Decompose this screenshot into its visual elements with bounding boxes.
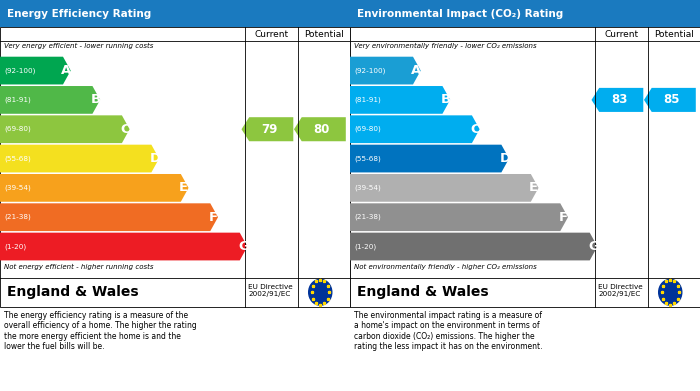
Text: 80: 80 [314, 123, 330, 136]
Text: Very environmentally friendly - lower CO₂ emissions: Very environmentally friendly - lower CO… [354, 43, 536, 49]
Polygon shape [0, 86, 100, 114]
Text: England & Wales: England & Wales [7, 285, 139, 299]
Text: C: C [470, 123, 480, 136]
Text: Environmental Impact (CO₂) Rating: Environmental Impact (CO₂) Rating [357, 9, 564, 19]
Bar [350, 27, 700, 307]
Polygon shape [592, 88, 643, 112]
Text: 83: 83 [611, 93, 627, 106]
Text: (92-100): (92-100) [354, 67, 386, 74]
Polygon shape [350, 174, 538, 202]
Text: (21-38): (21-38) [354, 214, 381, 221]
Text: EU Directive
2002/91/EC: EU Directive 2002/91/EC [248, 284, 293, 297]
Text: Very energy efficient - lower running costs: Very energy efficient - lower running co… [4, 43, 153, 49]
Bar [350, 0, 700, 27]
Text: G: G [588, 240, 599, 253]
Polygon shape [0, 233, 247, 260]
Polygon shape [350, 145, 509, 172]
Text: Potential: Potential [654, 30, 694, 39]
Text: (81-91): (81-91) [4, 97, 31, 103]
Text: (1-20): (1-20) [354, 243, 377, 250]
Text: The environmental impact rating is a measure of
a home's impact on the environme: The environmental impact rating is a mea… [354, 311, 542, 351]
Text: (39-54): (39-54) [4, 185, 31, 191]
Text: E: E [179, 181, 188, 194]
Text: The energy efficiency rating is a measure of the
overall efficiency of a home. T: The energy efficiency rating is a measur… [4, 311, 196, 351]
Text: 79: 79 [261, 123, 277, 136]
Circle shape [659, 279, 682, 305]
Text: Current: Current [254, 30, 288, 39]
Text: (55-68): (55-68) [354, 155, 381, 162]
Text: 85: 85 [663, 93, 680, 106]
Polygon shape [0, 115, 130, 143]
Text: B: B [441, 93, 451, 106]
Text: D: D [500, 152, 511, 165]
Circle shape [309, 279, 332, 305]
Polygon shape [350, 115, 480, 143]
Text: (55-68): (55-68) [4, 155, 31, 162]
Polygon shape [350, 203, 568, 231]
Text: F: F [559, 211, 568, 224]
Text: A: A [412, 64, 421, 77]
Polygon shape [0, 174, 188, 202]
Polygon shape [644, 88, 696, 112]
Text: (81-91): (81-91) [354, 97, 381, 103]
Polygon shape [241, 117, 293, 141]
Polygon shape [350, 86, 450, 114]
Text: (69-80): (69-80) [354, 126, 381, 133]
Text: Not energy efficient - higher running costs: Not energy efficient - higher running co… [4, 264, 153, 270]
Text: D: D [150, 152, 161, 165]
Text: A: A [62, 64, 71, 77]
Text: G: G [238, 240, 249, 253]
Text: Energy Efficiency Rating: Energy Efficiency Rating [7, 9, 151, 19]
Text: F: F [209, 211, 218, 224]
Text: EU Directive
2002/91/EC: EU Directive 2002/91/EC [598, 284, 643, 297]
Polygon shape [0, 145, 159, 172]
Text: Potential: Potential [304, 30, 344, 39]
Text: (39-54): (39-54) [354, 185, 381, 191]
Text: C: C [120, 123, 130, 136]
Bar [0, 27, 350, 307]
Text: Not environmentally friendly - higher CO₂ emissions: Not environmentally friendly - higher CO… [354, 264, 536, 270]
Text: (21-38): (21-38) [4, 214, 31, 221]
Text: Current: Current [604, 30, 638, 39]
Polygon shape [350, 233, 597, 260]
Text: E: E [529, 181, 538, 194]
Bar [0, 0, 350, 27]
Text: (92-100): (92-100) [4, 67, 36, 74]
Text: (69-80): (69-80) [4, 126, 31, 133]
Polygon shape [350, 57, 421, 84]
Text: (1-20): (1-20) [4, 243, 27, 250]
Polygon shape [0, 57, 71, 84]
Text: B: B [91, 93, 101, 106]
Polygon shape [0, 203, 218, 231]
Text: England & Wales: England & Wales [357, 285, 489, 299]
Polygon shape [294, 117, 346, 141]
